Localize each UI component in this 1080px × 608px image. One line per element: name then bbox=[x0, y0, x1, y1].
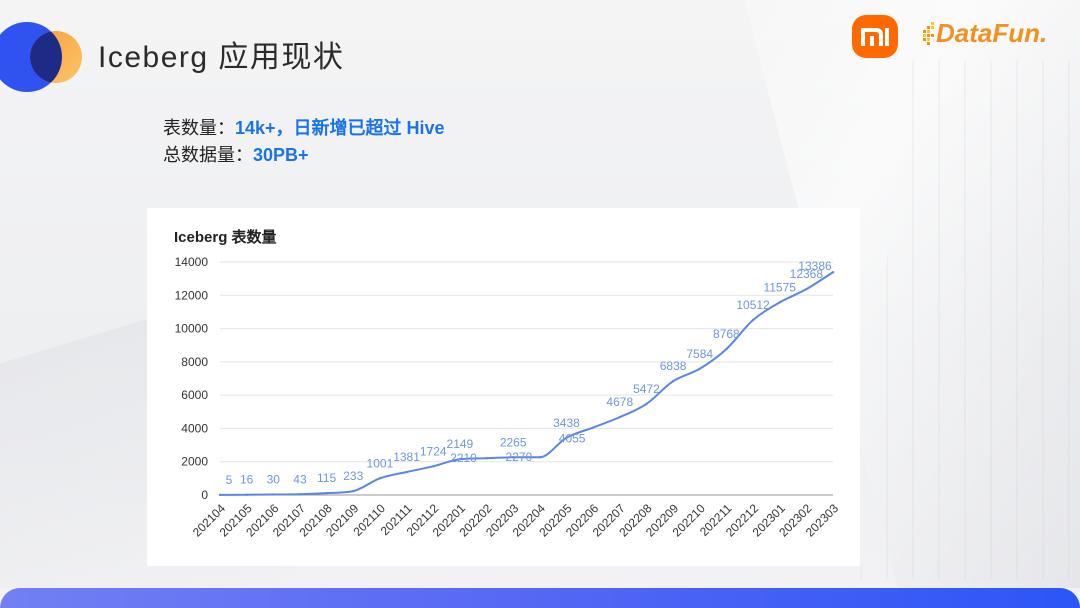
series-line bbox=[219, 271, 834, 496]
data-volume-stat: 总数据量：30PB+ bbox=[163, 142, 445, 169]
data-point bbox=[538, 456, 542, 459]
background-decoration bbox=[860, 60, 1080, 580]
data-point bbox=[725, 347, 728, 351]
data-point bbox=[565, 436, 568, 439]
y-tick-label: 2000 bbox=[181, 455, 208, 469]
chart-card: Iceberg 表数量 0 2000 4000 6000 8000 10000 12000 1… bbox=[147, 208, 860, 566]
data-point bbox=[272, 493, 275, 496]
data-point bbox=[671, 379, 675, 383]
data-label: 12368 bbox=[790, 267, 824, 281]
y-tick-label: 6000 bbox=[181, 388, 208, 402]
datafun-logo-text: DataFun. bbox=[936, 18, 1048, 48]
data-label: 1724 bbox=[420, 444, 447, 458]
data-label: 2149 bbox=[447, 437, 474, 451]
data-point bbox=[805, 287, 808, 291]
data-point bbox=[325, 491, 328, 495]
data-point bbox=[458, 458, 462, 461]
data-label: 16 bbox=[240, 473, 254, 487]
data-label: 11575 bbox=[763, 280, 796, 294]
y-tick-label: 0 bbox=[201, 488, 208, 502]
data-point bbox=[405, 470, 408, 474]
pixel-dots-icon bbox=[923, 22, 934, 45]
data-point bbox=[698, 367, 701, 370]
y-tick-label: 12000 bbox=[175, 288, 209, 302]
stats-block: 表数量：14k+，日新增已超过 Hive 总数据量：30PB+ bbox=[163, 115, 445, 169]
data-point bbox=[218, 493, 222, 497]
data-label: 233 bbox=[343, 469, 363, 483]
data-label: 6838 bbox=[660, 359, 687, 373]
data-label: 115 bbox=[317, 471, 336, 485]
data-point bbox=[831, 271, 835, 274]
line-chart: Iceberg 表数量 0 2000 4000 6000 8000 10000 12000 1… bbox=[174, 228, 841, 539]
data-label: 10512 bbox=[736, 298, 770, 312]
data-label: 13386 bbox=[798, 259, 832, 273]
data-point bbox=[485, 457, 488, 460]
slide-title: Iceberg 应用现状 bbox=[98, 41, 345, 74]
data-label: 8768 bbox=[713, 327, 740, 341]
data-label: 30 bbox=[267, 473, 281, 487]
data-point bbox=[618, 415, 621, 419]
data-point bbox=[751, 318, 755, 322]
data-point bbox=[591, 426, 595, 429]
data-label: 2270 bbox=[505, 450, 532, 464]
datafun-logo: DataFun. bbox=[922, 16, 1067, 52]
data-label: 3438 bbox=[553, 416, 580, 430]
stat-label: 表数量： bbox=[163, 118, 235, 139]
overlapping-circles-icon bbox=[0, 22, 82, 92]
data-point bbox=[298, 493, 302, 496]
chart-title: Iceberg 表数量 bbox=[174, 228, 277, 246]
stat-value: 30PB+ bbox=[253, 145, 309, 165]
table-count-stat: 表数量：14k+，日新增已超过 Hive bbox=[163, 115, 445, 142]
data-label: 5 bbox=[226, 473, 233, 487]
y-tick-label: 4000 bbox=[181, 421, 208, 435]
data-point bbox=[378, 477, 382, 480]
data-point bbox=[645, 402, 648, 406]
footer-band bbox=[0, 588, 1080, 608]
xiaomi-logo-icon bbox=[852, 15, 898, 58]
data-point bbox=[778, 301, 781, 304]
y-tick-label: 8000 bbox=[181, 355, 208, 369]
data-label: 2210 bbox=[450, 451, 477, 465]
data-point bbox=[352, 489, 355, 493]
data-label: 1381 bbox=[393, 450, 420, 464]
data-label: 5472 bbox=[633, 382, 660, 396]
data-label: 1001 bbox=[367, 456, 394, 470]
data-label: 43 bbox=[293, 472, 307, 486]
data-label: 7584 bbox=[686, 347, 713, 361]
data-point bbox=[245, 493, 248, 496]
y-tick-label: 14000 bbox=[175, 255, 209, 269]
data-label: 4678 bbox=[606, 395, 633, 409]
data-point bbox=[511, 456, 515, 459]
data-label: 4055 bbox=[559, 432, 586, 446]
stat-value: 14k+，日新增已超过 Hive bbox=[235, 118, 445, 138]
data-point bbox=[432, 465, 435, 468]
stat-label: 总数据量： bbox=[163, 145, 253, 166]
y-tick-label: 10000 bbox=[175, 322, 209, 336]
data-label: 2265 bbox=[500, 435, 527, 449]
